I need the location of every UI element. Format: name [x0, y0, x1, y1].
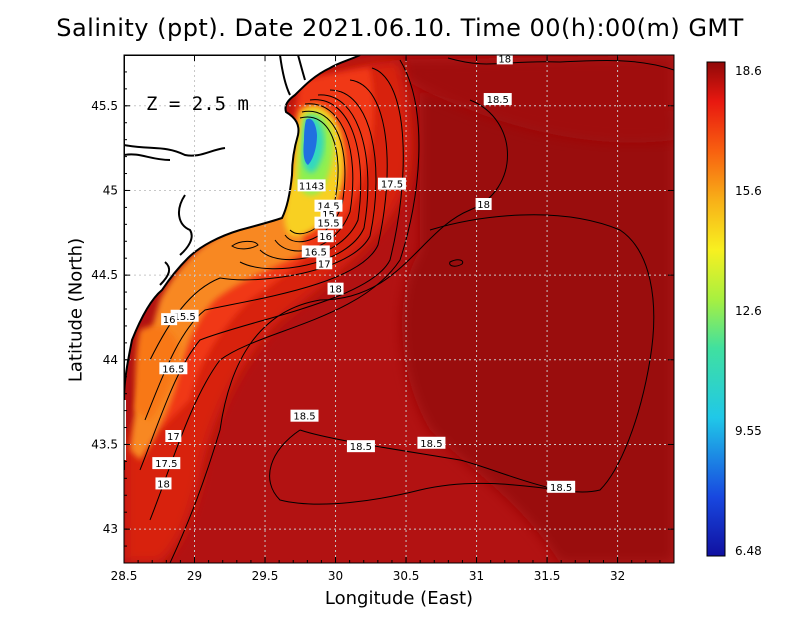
contour-label: 18.5: [550, 483, 572, 494]
y-tick-label: 44.5: [91, 268, 118, 282]
salinity-contours: [139, 57, 674, 563]
contour-label: 18.5: [293, 412, 315, 423]
contour-label-bg: [547, 480, 576, 493]
land-borders: [124, 55, 306, 286]
x-tick-label: 31.5: [534, 569, 561, 583]
x-tick-label: 29.5: [252, 569, 279, 583]
colorbar-tick-label: 18.6: [735, 64, 762, 78]
x-tick-label: 30: [328, 569, 343, 583]
x-tick-label: 28.5: [111, 569, 138, 583]
contour-label: 15.5: [174, 312, 196, 323]
contour-label: 17: [318, 259, 331, 270]
contour-label-bg: [346, 440, 375, 453]
contour-label: 16: [163, 315, 176, 326]
contour-label: 16.5: [305, 247, 327, 258]
open-sea-north-zone: [380, 55, 674, 143]
contour-label: 18: [329, 285, 342, 296]
contour-label-bg: [496, 55, 513, 65]
contour-label: 17: [167, 432, 180, 443]
contour-label: 15.5: [317, 219, 339, 230]
contour-label: 18: [157, 479, 170, 490]
x-tick-label: 29: [187, 569, 202, 583]
contour-label-bg: [161, 313, 178, 326]
y-axis-ticks: 45.5 45 44.5 44 43.5 43: [91, 71, 674, 547]
map-grid: [124, 55, 674, 563]
contour-label-bg: [159, 362, 188, 375]
map-title: Salinity (ppt). Date 2021.06.10. Time 00…: [56, 14, 744, 42]
contour-label-bg: [170, 309, 199, 322]
colorbar-tick-label: 9.55: [735, 424, 762, 438]
contour-label: 17.5: [381, 180, 403, 191]
river-plume-blue: [303, 118, 317, 165]
contour-labels: 1818.517.518114314.51515.51616.5171815.5…: [152, 54, 576, 494]
x-axis-label: Longitude (East): [324, 588, 474, 609]
contour-label-bg: [417, 436, 446, 449]
contour-label-bg: [301, 245, 330, 258]
contour-label-bg: [314, 216, 343, 229]
contour-label-bg: [297, 179, 326, 192]
y-tick-label: 43: [103, 522, 118, 536]
colorbar-tick-label: 15.6: [735, 184, 762, 198]
contour-label: 18: [498, 54, 511, 65]
colorbar-tick-label: 12.6: [735, 304, 762, 318]
x-axis-ticks: 28.5 29 29.5 30 30.5 31 31.5 32: [111, 55, 661, 583]
depth-label: Z = 2.5 m: [146, 93, 249, 115]
contour-label: 14.5: [317, 202, 339, 213]
contour-label: 15: [322, 210, 335, 221]
contour-label-bg: [327, 282, 344, 295]
contour-label-bg: [317, 230, 334, 243]
land-edge-south: [124, 400, 126, 460]
contour-label-bg: [316, 257, 333, 270]
y-tick-label: 44: [103, 353, 118, 367]
colorbar-ticks: 18.6 15.6 12.6 9.55 6.48: [735, 64, 762, 558]
contour-label: 16: [319, 232, 332, 243]
contour-label: 17.5: [155, 459, 177, 470]
contour-label: 1143: [299, 181, 324, 192]
contour-label-bg: [475, 198, 492, 211]
contour-label: 18: [477, 200, 490, 211]
colorbar-tick-label: 6.48: [735, 544, 762, 558]
contour-label-bg: [290, 409, 319, 422]
x-tick-label: 30.5: [393, 569, 420, 583]
contour-label: 16.5: [162, 364, 184, 375]
colorbar: [706, 61, 726, 557]
land-coastline: [124, 55, 361, 401]
y-tick-label: 45: [103, 183, 118, 197]
y-tick-label: 45.5: [91, 99, 118, 113]
contour-label-bg: [377, 177, 406, 190]
contour-label: 18.5: [420, 439, 442, 450]
x-tick-label: 31: [469, 569, 484, 583]
contour-label-bg: [483, 93, 512, 106]
y-tick-label: 43.5: [91, 437, 118, 451]
contour-label-bg: [165, 430, 182, 442]
contour-label: 18.5: [487, 95, 509, 106]
orange-coastal-water-south: [135, 326, 180, 420]
contour-label-bg: [152, 457, 181, 470]
contour-label-bg: [155, 477, 172, 490]
contour-label: 18.5: [350, 442, 372, 453]
orange-coastal-water: [130, 210, 305, 460]
x-tick-label: 32: [610, 569, 625, 583]
map-plot-area: 1818.517.518114314.51515.51616.5171815.5…: [124, 54, 674, 563]
